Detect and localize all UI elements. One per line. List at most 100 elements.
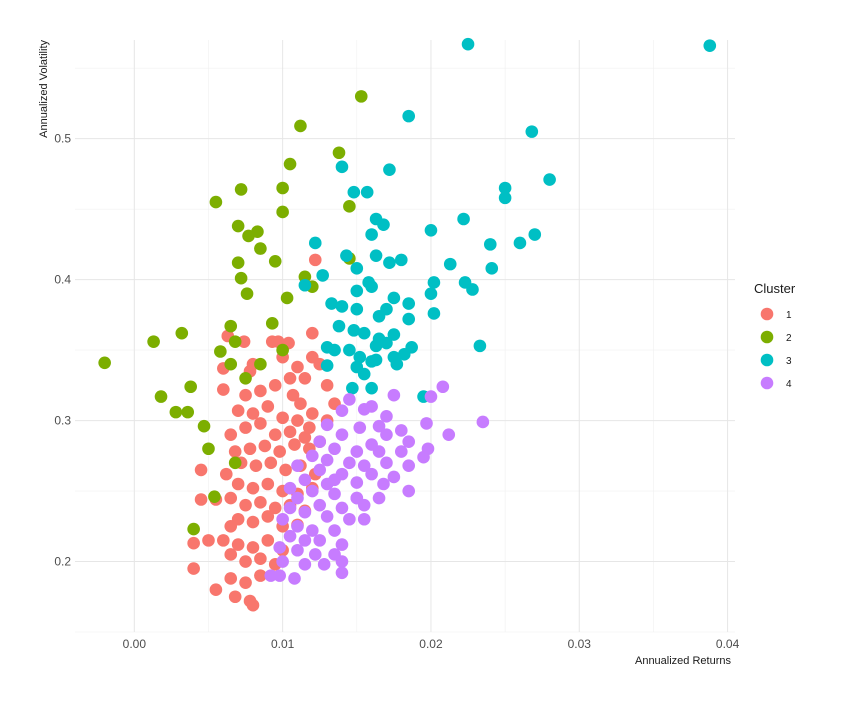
data-point: [466, 283, 479, 296]
data-point: [298, 505, 312, 519]
data-point: [283, 371, 297, 385]
data-point: [343, 343, 356, 357]
x-tick-label: 0.03: [568, 637, 592, 651]
x-tick-label: 0.00: [123, 637, 147, 651]
data-point: [224, 319, 238, 333]
data-point: [347, 185, 361, 199]
data-point: [320, 379, 334, 392]
data-point: [369, 249, 383, 262]
data-point: [372, 419, 386, 433]
data-point: [194, 493, 208, 506]
data-point: [202, 442, 215, 456]
data-point: [273, 445, 286, 458]
data-point: [417, 450, 430, 464]
data-point: [372, 309, 386, 323]
data-point: [357, 512, 371, 526]
data-point: [273, 569, 286, 582]
data-point: [254, 569, 267, 582]
data-point: [202, 534, 215, 547]
data-point: [328, 487, 341, 501]
data-point: [313, 498, 327, 512]
data-point: [231, 477, 245, 491]
data-point: [394, 424, 408, 437]
data-point: [242, 229, 255, 243]
data-point: [237, 335, 251, 348]
data-point: [209, 583, 223, 597]
data-point: [498, 191, 512, 205]
data-point: [169, 405, 183, 419]
data-point: [308, 253, 322, 267]
data-point: [703, 39, 717, 52]
data-point: [303, 421, 316, 434]
data-point: [343, 200, 356, 213]
data-point: [380, 456, 393, 470]
data-point: [217, 383, 230, 396]
data-point: [317, 558, 331, 571]
data-point: [194, 463, 208, 477]
data-point: [224, 519, 238, 533]
data-point: [264, 569, 278, 582]
data-point: [394, 445, 408, 458]
data-point: [254, 417, 267, 430]
data-point: [283, 157, 297, 171]
data-point: [346, 381, 359, 395]
data-point: [476, 415, 490, 429]
x-tick-label: 0.02: [419, 637, 443, 651]
data-point: [350, 360, 364, 374]
data-point: [473, 339, 487, 353]
data-point: [387, 291, 401, 305]
data-point: [197, 419, 211, 433]
data-point: [246, 515, 260, 529]
data-point: [390, 357, 404, 371]
data-point: [283, 481, 297, 495]
data-point: [187, 562, 200, 575]
data-point: [308, 548, 322, 561]
x-axis-title: Annualized Returns: [635, 655, 732, 667]
data-point: [350, 262, 364, 275]
data-point: [308, 236, 322, 250]
y-tick-label: 0.4: [54, 273, 71, 287]
data-point: [261, 534, 275, 547]
data-point: [369, 353, 383, 367]
data-point: [335, 300, 349, 313]
data-point: [291, 543, 304, 557]
data-point: [347, 324, 361, 337]
legend-key-1: [760, 307, 774, 321]
data-point: [365, 228, 378, 241]
legend-title: Cluster: [754, 281, 796, 296]
data-point: [258, 439, 272, 453]
major-gridlines: [75, 40, 735, 632]
data-point: [175, 326, 189, 340]
data-point: [276, 343, 289, 357]
data-point: [276, 205, 289, 219]
data-point: [365, 381, 378, 395]
data-point: [328, 442, 341, 456]
data-point: [239, 421, 252, 434]
data-point: [187, 536, 200, 550]
data-point: [268, 254, 282, 268]
data-point: [208, 490, 221, 503]
data-point: [224, 357, 238, 371]
data-point: [283, 529, 297, 543]
data-point: [350, 445, 364, 458]
data-point: [320, 510, 334, 523]
data-point: [353, 350, 367, 364]
data-point: [443, 257, 457, 271]
x-tick-label: 0.01: [271, 637, 295, 651]
data-point: [98, 356, 111, 370]
data-point: [209, 195, 223, 209]
data-point: [298, 278, 312, 292]
data-point: [485, 262, 499, 275]
data-point: [313, 463, 327, 477]
data-point: [217, 534, 230, 547]
data-point: [402, 484, 416, 498]
data-point: [380, 336, 393, 350]
data-point: [184, 380, 197, 394]
data-point: [320, 418, 334, 432]
data-point: [420, 417, 433, 430]
data-point: [261, 400, 275, 413]
data-point: [350, 302, 364, 316]
data-point: [442, 428, 456, 441]
data-point: [268, 379, 282, 392]
data-point: [268, 501, 282, 515]
